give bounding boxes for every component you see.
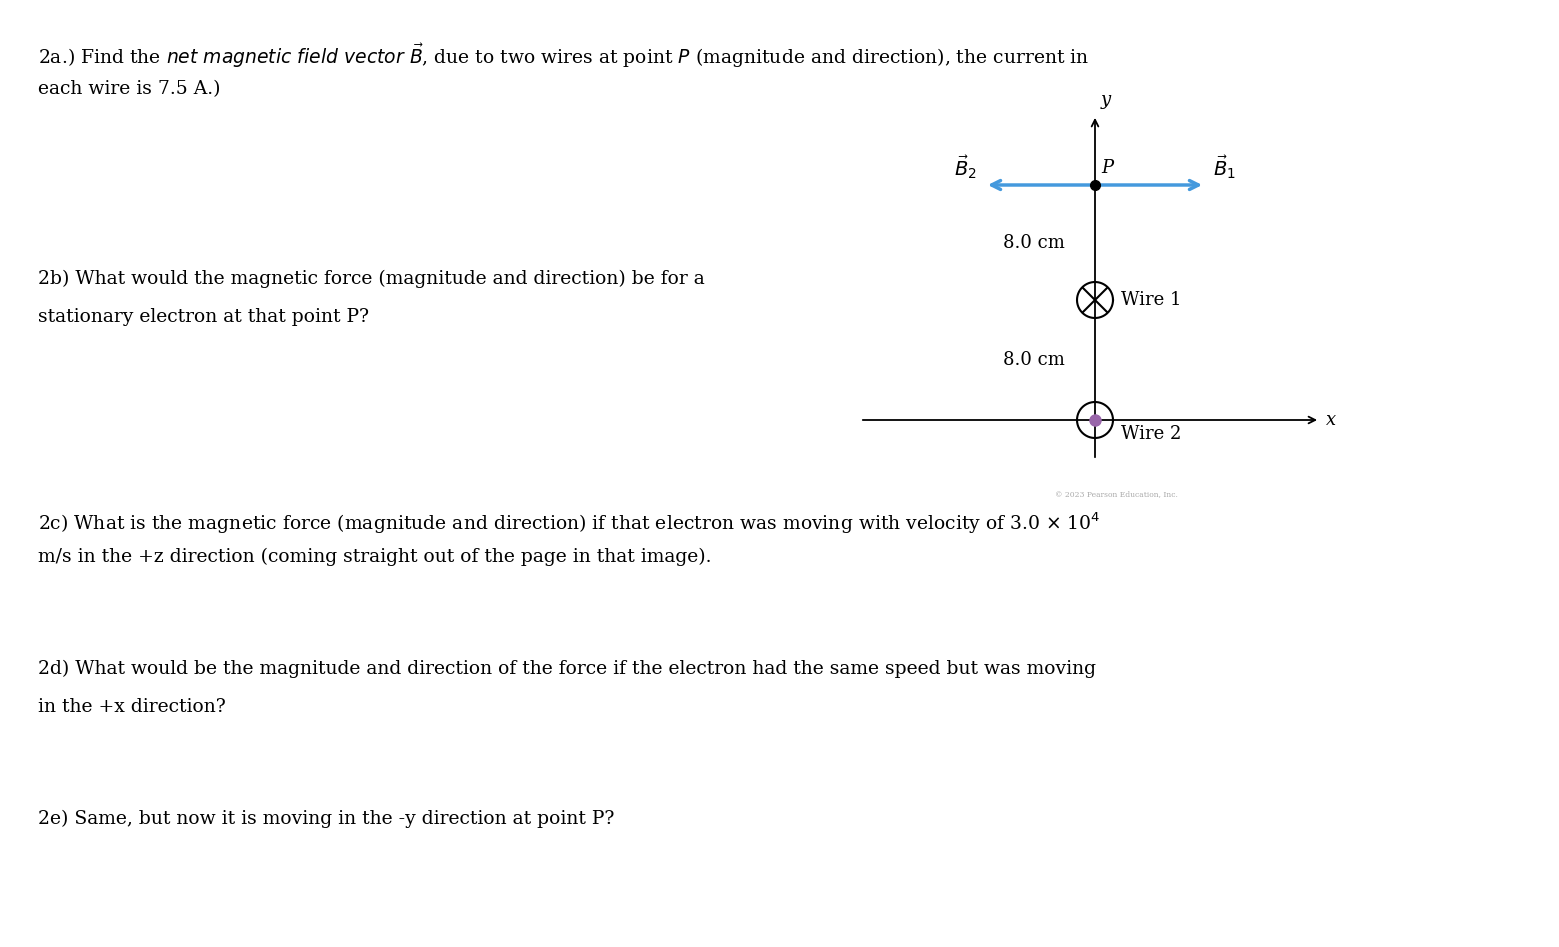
Text: x: x bbox=[1327, 411, 1336, 429]
Text: $\vec{B}_2$: $\vec{B}_2$ bbox=[954, 153, 977, 181]
Text: y: y bbox=[1101, 91, 1112, 109]
Text: 2c) What is the magnetic force (magnitude and direction) if that electron was mo: 2c) What is the magnetic force (magnitud… bbox=[37, 510, 1101, 535]
Text: 2a.) Find the $\mathit{net\ magnetic\ field\ vector}\ \vec{B}$, due to two wires: 2a.) Find the $\mathit{net\ magnetic\ fi… bbox=[37, 42, 1090, 70]
Text: m/s in the +z direction (coming straight out of the page in that image).: m/s in the +z direction (coming straight… bbox=[37, 548, 711, 566]
Text: Wire 1: Wire 1 bbox=[1121, 291, 1182, 309]
Text: Wire 2: Wire 2 bbox=[1121, 425, 1182, 443]
Text: 8.0 cm: 8.0 cm bbox=[1002, 351, 1065, 369]
Text: © 2023 Pearson Education, Inc.: © 2023 Pearson Education, Inc. bbox=[1055, 490, 1179, 498]
Text: in the +x direction?: in the +x direction? bbox=[37, 698, 226, 716]
Text: $\vec{B}_1$: $\vec{B}_1$ bbox=[1213, 153, 1236, 181]
Text: 2e) Same, but now it is moving in the -y direction at point P?: 2e) Same, but now it is moving in the -y… bbox=[37, 810, 614, 829]
Text: 8.0 cm: 8.0 cm bbox=[1002, 234, 1065, 252]
Text: each wire is 7.5 A.): each wire is 7.5 A.) bbox=[37, 80, 220, 98]
Text: P: P bbox=[1101, 159, 1113, 177]
Text: 2b) What would the magnetic force (magnitude and direction) be for a: 2b) What would the magnetic force (magni… bbox=[37, 270, 705, 288]
Text: stationary electron at that point P?: stationary electron at that point P? bbox=[37, 308, 369, 326]
Text: 2d) What would be the magnitude and direction of the force if the electron had t: 2d) What would be the magnitude and dire… bbox=[37, 660, 1096, 678]
